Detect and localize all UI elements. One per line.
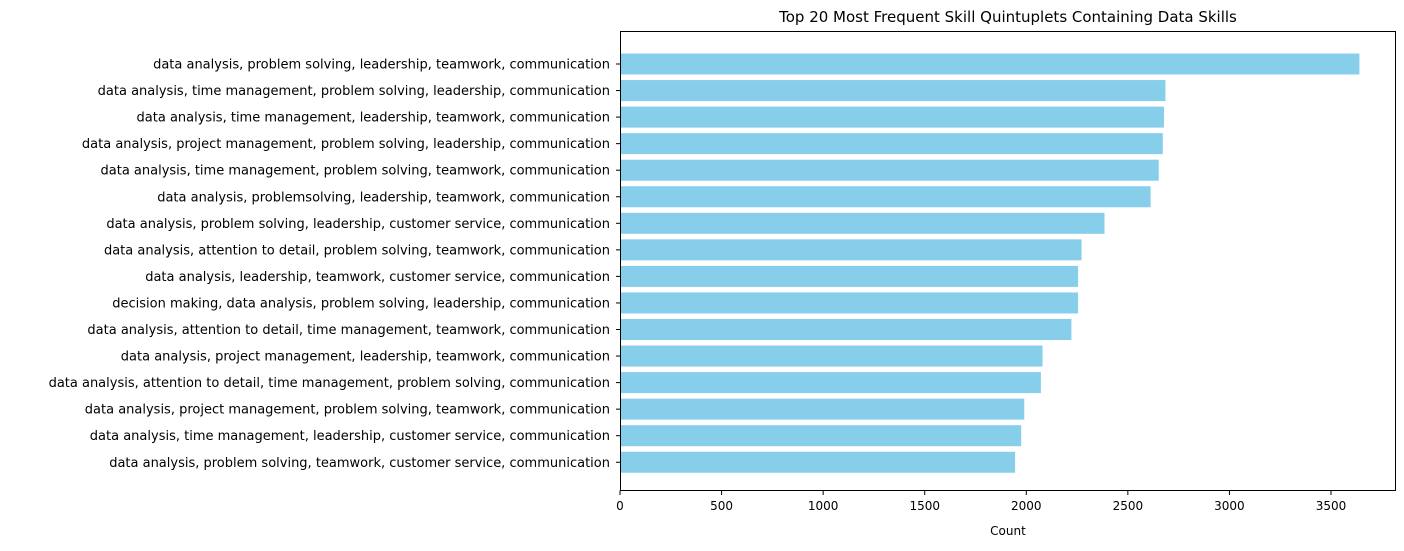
bar <box>621 345 1043 367</box>
bar <box>621 292 1079 314</box>
category-label: data analysis, attention to detail, prob… <box>104 243 610 258</box>
bar <box>621 425 1022 447</box>
category-label: data analysis, problem solving, leadersh… <box>106 217 610 232</box>
bar <box>621 265 1079 287</box>
chart-title: Top 20 Most Frequent Skill Quintuplets C… <box>778 8 1237 26</box>
bar <box>621 398 1025 420</box>
category-label: data analysis, problem solving, leadersh… <box>153 58 610 73</box>
bar <box>621 53 1360 75</box>
x-axis-ticks: 0 500 1000 1500 2000 2500 3000 3500 <box>616 490 1347 513</box>
category-labels: data analysis, problem solving, leadersh… <box>49 58 620 471</box>
x-tick-label: 3500 <box>1316 499 1347 513</box>
category-label: data analysis, attention to detail, time… <box>49 376 610 391</box>
plot-frame <box>620 31 1396 491</box>
category-label: data analysis, project management, probl… <box>82 137 610 152</box>
category-label: data analysis, leadership, teamwork, cus… <box>145 270 610 285</box>
bar <box>621 319 1072 340</box>
category-label: data analysis, problemsolving, leadershi… <box>157 190 610 205</box>
bar <box>621 212 1105 234</box>
bars-layer <box>621 53 1360 473</box>
bar <box>621 451 1016 473</box>
x-tick-label: 0 <box>616 499 624 513</box>
category-label: decision making, data analysis, problem … <box>112 296 610 311</box>
x-tick-label: 2500 <box>1113 499 1144 513</box>
x-tick-label: 1500 <box>909 499 940 513</box>
x-tick-label: 500 <box>710 499 733 513</box>
bar <box>621 133 1163 155</box>
x-axis-label: Count <box>990 524 1026 538</box>
x-tick-label: 1000 <box>808 499 839 513</box>
x-tick-label: 3000 <box>1214 499 1245 513</box>
bar <box>621 106 1165 128</box>
category-label: data analysis, problem solving, teamwork… <box>109 456 610 471</box>
category-label: data analysis, attention to detail, time… <box>87 323 610 338</box>
category-label: data analysis, time management, problem … <box>101 164 610 179</box>
bar <box>621 372 1041 394</box>
category-label: data analysis, project management, leade… <box>121 350 610 365</box>
bar <box>621 159 1159 181</box>
category-label: data analysis, time management, leadersh… <box>90 429 610 444</box>
bar <box>621 80 1166 102</box>
category-label: data analysis, project management, probl… <box>85 403 610 418</box>
x-tick-label: 2000 <box>1011 499 1042 513</box>
category-label: data analysis, time management, leadersh… <box>137 111 610 126</box>
bar <box>621 186 1151 208</box>
category-label: data analysis, time management, problem … <box>98 84 610 99</box>
bar <box>621 239 1082 261</box>
